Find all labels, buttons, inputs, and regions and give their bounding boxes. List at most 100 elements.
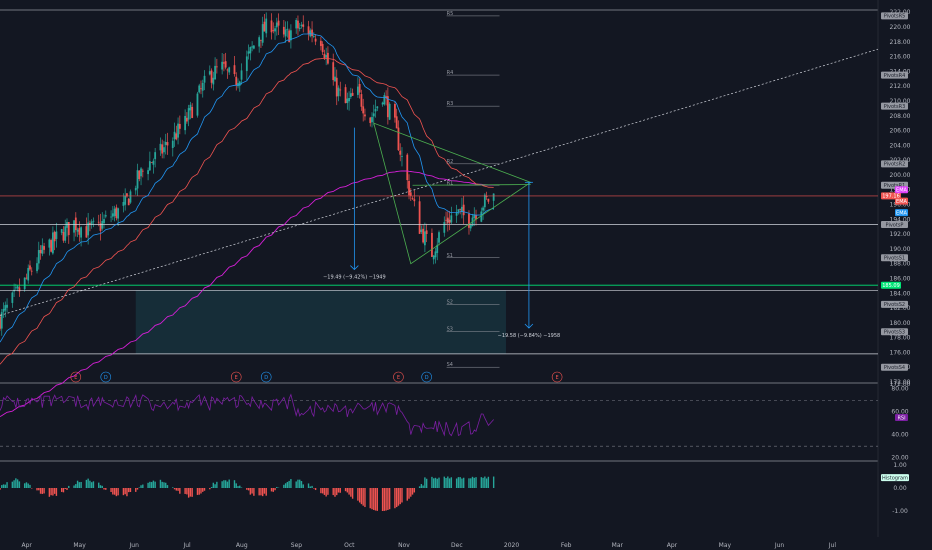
hist-bar [124,488,126,495]
candle-body [223,62,225,64]
ema-short-line [0,33,494,343]
rsi-tag-label: RSI [897,415,905,421]
hist-bar [138,487,140,488]
hist-bar [39,488,42,494]
hist-bar [283,484,285,488]
price-y-tick-label: 186.00 [890,275,911,282]
candle-body [126,193,128,197]
hist-bar [394,488,396,509]
hist-y-tick-label: -1.00 [892,508,908,515]
candle-body [175,133,178,140]
candle-body [492,193,495,201]
overlays-layer [0,15,879,437]
hist-bar [38,488,40,491]
candle-body [92,220,95,222]
candle-body [0,316,1,329]
candle-body [73,220,75,233]
hist-bar [142,484,144,488]
candle-body [438,232,440,243]
hist-bar [99,485,102,488]
candle-body [394,104,396,118]
hist-bar [418,486,421,488]
hist-bar [161,481,163,488]
hist-bar [75,484,77,488]
candle-body [238,81,241,86]
hist-bar [258,488,260,496]
event-marker [100,371,112,383]
candle-body [48,239,51,248]
price-y-tick-label: 206.00 [890,128,911,135]
hist-bar [172,487,174,488]
candle-body [383,95,386,105]
candle-body [473,214,476,219]
candle-body [374,109,377,112]
hist-bar [226,481,229,488]
candle-body [420,229,423,232]
hist-bar [216,481,218,488]
ema-tag-label: EMA [896,210,907,216]
event-marker [421,371,432,383]
hist-bar [43,488,45,494]
hist-bar [98,482,100,488]
hist-bar [140,485,142,488]
hist-bar [288,480,290,488]
candle-body [228,67,231,73]
candle-body [76,229,79,232]
candle-body [431,232,433,257]
candle-body [334,76,336,82]
candle-body [251,46,254,48]
hist-bar [202,488,204,492]
ema-mid-line [0,57,494,365]
pivot-label: R5 [447,11,454,17]
measure-label: −19.49 (−9.42%) −1949 [323,275,386,281]
candle-body [286,28,289,30]
candle-body [85,226,88,238]
hist-bar [302,484,304,488]
pivot-label: R3 [447,101,454,107]
hist-bar [290,479,292,488]
candle-body [261,24,264,43]
candle-body [348,97,350,102]
pivot-tag-label: PivotsS4 [884,365,905,371]
hist-bar [249,488,252,495]
hist-bar [112,488,114,495]
hist-bar [103,488,105,490]
hist-bar [459,477,461,488]
hist-bar [492,476,495,488]
pivot-tag-label: PivotsR4 [884,73,906,79]
candle-body [443,222,446,233]
candle-body [344,87,347,104]
hist-bar [73,485,75,488]
x-tick-label: Jun [129,542,140,549]
pivot-label: S2 [447,299,453,305]
hist-bar [360,488,363,505]
x-tick-label: May [73,542,86,549]
price-y-tick-label: 218.00 [890,39,911,46]
rsi-tag [895,413,908,421]
candle-body [104,215,107,217]
candle-body [288,30,291,43]
hist-bar [25,482,28,488]
candle-body [369,117,372,123]
candle-body [284,29,287,37]
pivot-tag-label: PivotsP [886,222,904,228]
hist-bar [425,478,428,488]
hist-bar [61,488,63,492]
hist-bar [154,481,156,488]
hist-bar [80,481,82,488]
measure-arrowhead [350,265,359,271]
candle-body [395,116,398,129]
candle-body [362,106,365,114]
candle-body [55,231,58,239]
pivot-tag [881,300,908,308]
hist-bar [371,488,373,510]
hist-bar [457,477,460,488]
x-tick-label: Apr [667,542,678,549]
x-tick-label: 2020 [504,542,519,549]
candle-body [122,201,125,206]
candle-body [399,150,402,155]
hist-bar [159,479,162,488]
candle-body [249,47,252,54]
static-layer [0,0,879,537]
